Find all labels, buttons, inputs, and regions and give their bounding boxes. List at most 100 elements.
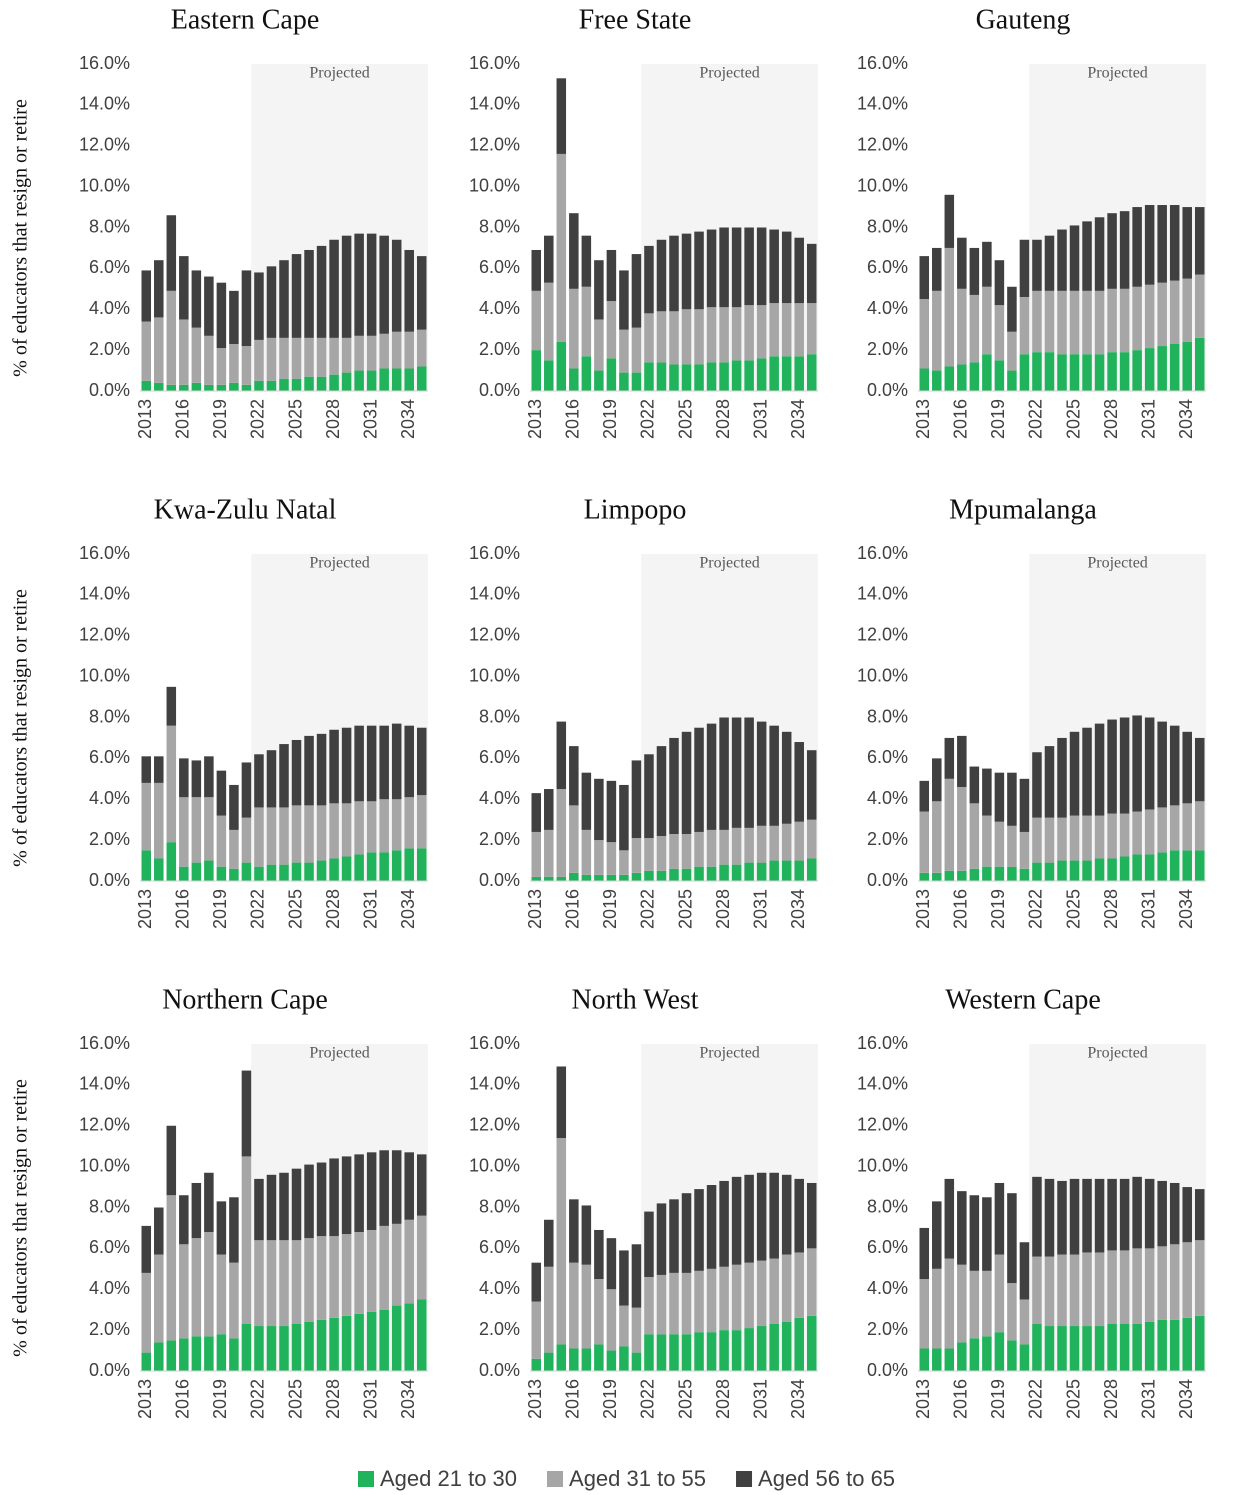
- bar-segment: [531, 793, 542, 832]
- bar-segment: [279, 744, 289, 808]
- bar-segment: [919, 811, 930, 873]
- bar-segment: [1157, 1180, 1167, 1247]
- series: [531, 1315, 817, 1371]
- bar-segment: [731, 864, 742, 881]
- x-tick-label: 2028: [1101, 889, 1121, 929]
- bar-segment: [1182, 207, 1192, 279]
- series: [919, 247, 1205, 371]
- bar-segment: [969, 294, 980, 363]
- x-tick-label: 2016: [951, 889, 971, 929]
- y-tick-label: 4.0%: [89, 1278, 130, 1298]
- bar-segment: [154, 782, 164, 859]
- bar-segment: [769, 356, 779, 391]
- bar-segment: [1194, 1240, 1205, 1316]
- x-tick-label: 2022: [638, 1379, 658, 1419]
- bar-segment: [706, 723, 717, 830]
- bar-segment: [969, 766, 980, 804]
- bar-segment: [1082, 1178, 1092, 1253]
- bar-segment: [1132, 1248, 1142, 1324]
- bar-segment: [241, 346, 252, 385]
- bar-segment: [354, 335, 364, 371]
- bar-segment: [1069, 354, 1080, 391]
- bar-segment: [581, 356, 592, 391]
- legend: Aged 21 to 30 Aged 31 to 55 Aged 56 to 65: [358, 1466, 895, 1491]
- bar-segment: [669, 833, 679, 869]
- bar-segment: [982, 241, 992, 287]
- bar-segment: [141, 1225, 152, 1273]
- y-tick-label: 6.0%: [89, 257, 130, 277]
- bar-segment: [656, 1203, 667, 1275]
- bar-segment: [1194, 274, 1205, 338]
- y-tick-label: 6.0%: [867, 1237, 908, 1257]
- bar-segment: [1107, 1250, 1117, 1324]
- bar-segment: [166, 725, 177, 843]
- y-tick-label: 10.0%: [79, 665, 130, 685]
- bar-segment: [781, 1321, 792, 1371]
- bar-segment: [744, 360, 754, 391]
- bar-segment: [644, 313, 654, 363]
- bar-segment: [1082, 1252, 1092, 1327]
- bar-segment: [1132, 286, 1142, 351]
- y-tick-label: 10.0%: [857, 665, 908, 685]
- bar-segment: [631, 760, 642, 839]
- series: [919, 1240, 1205, 1349]
- bar-segment: [656, 836, 667, 871]
- bar-segment: [1044, 235, 1055, 291]
- bar-segment: [154, 1207, 164, 1255]
- bar-segment: [166, 384, 177, 391]
- bar-segment: [304, 337, 314, 377]
- bar-segment: [1094, 354, 1105, 391]
- bar-segment: [744, 305, 754, 361]
- bar-segment: [1119, 211, 1130, 289]
- bar-segment: [404, 331, 414, 369]
- bar-segment: [1119, 856, 1130, 881]
- bar-segment: [594, 319, 604, 371]
- bar-segment: [329, 1236, 339, 1318]
- y-tick-label: 12.0%: [79, 625, 130, 645]
- bar-segment: [756, 1172, 767, 1261]
- bar-segment: [932, 370, 942, 391]
- bar-segment: [932, 247, 942, 291]
- bar-segment: [794, 821, 804, 861]
- bar-segment: [719, 307, 729, 363]
- bar-segment: [656, 1334, 667, 1371]
- bar-segment: [769, 303, 779, 357]
- bar-segment: [254, 1178, 264, 1241]
- y-tick-label: 10.0%: [857, 175, 908, 195]
- bar-segment: [969, 362, 980, 391]
- bar-segment: [354, 1313, 364, 1371]
- bar-segment: [191, 1182, 202, 1239]
- bar-segment: [279, 807, 289, 865]
- bar-segment: [744, 227, 754, 306]
- x-tick-label: 2025: [1063, 399, 1083, 439]
- bar-segment: [366, 852, 377, 881]
- bar-segment: [229, 868, 239, 881]
- bar-segment: [1057, 1326, 1067, 1371]
- bar-segment: [1082, 727, 1092, 816]
- bar-segment: [179, 1244, 189, 1339]
- bar-segment: [594, 1229, 604, 1280]
- bar-segment: [957, 1191, 967, 1265]
- bar-segment: [354, 1154, 364, 1233]
- bar-segment: [379, 368, 389, 391]
- bar-segment: [166, 1125, 177, 1196]
- bar-segment: [1094, 1326, 1105, 1371]
- bar-segment: [806, 1248, 817, 1316]
- bar-segment: [982, 286, 992, 355]
- bar-segment: [166, 842, 177, 881]
- annotation: Projected: [1087, 1045, 1147, 1062]
- bar-segment: [316, 376, 327, 391]
- x-tick-label: 2019: [210, 1379, 230, 1419]
- x-tick-label: 2016: [951, 1379, 971, 1419]
- bar-segment: [141, 1352, 152, 1371]
- bar-segment: [531, 1358, 542, 1371]
- bar-segment: [216, 770, 227, 816]
- bar-segment: [806, 1182, 817, 1249]
- bar-segment: [166, 686, 177, 726]
- bar-segment: [556, 78, 567, 154]
- bar-segment: [594, 778, 604, 841]
- bar-segment: [1032, 352, 1042, 391]
- bar-segment: [556, 789, 567, 877]
- bar-segment: [1082, 860, 1092, 881]
- bar-segment: [341, 235, 352, 338]
